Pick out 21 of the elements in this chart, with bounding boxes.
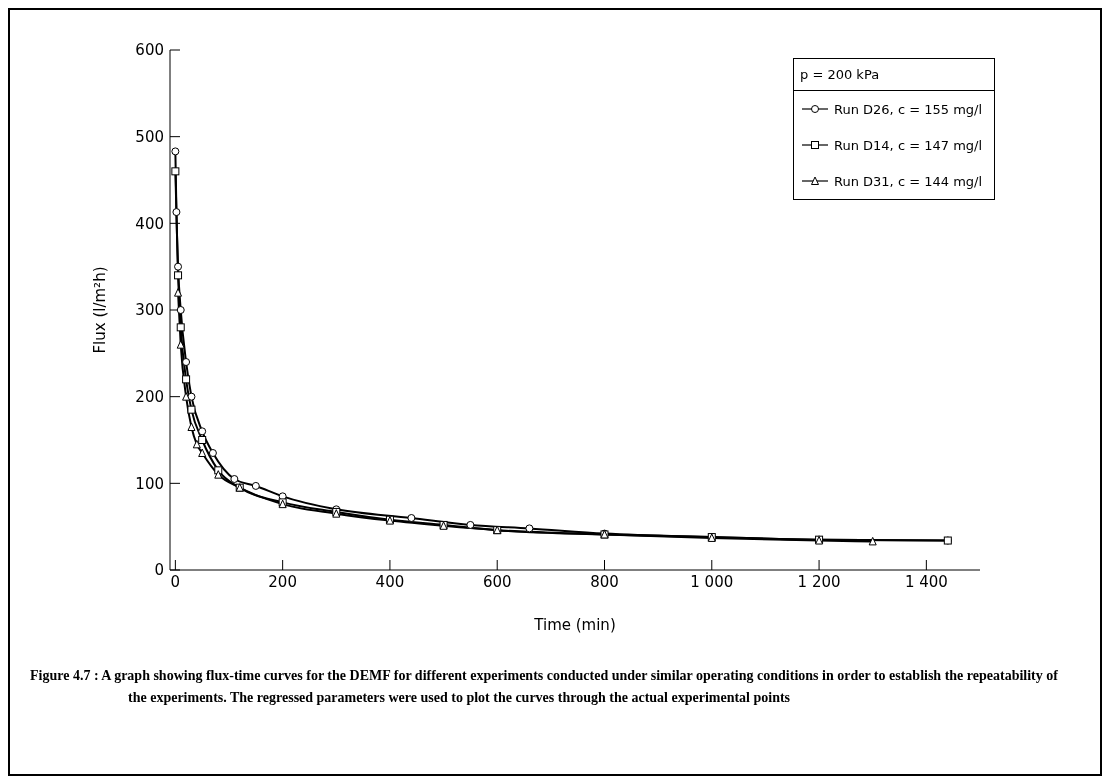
y-axis-title: Flux (l/m²h) <box>91 266 110 354</box>
y-tick-label: 600 <box>135 41 164 60</box>
x-tick-label: 800 <box>590 572 619 591</box>
legend-label: Run D26, c = 155 mg/l <box>834 101 983 117</box>
y-tick-label: 100 <box>135 474 164 493</box>
x-tick-label: 1 000 <box>690 572 734 591</box>
legend-label: Run D14, c = 147 mg/l <box>834 137 983 153</box>
x-tick-label: 400 <box>375 572 405 591</box>
y-tick-label: 500 <box>135 127 164 146</box>
y-tick-label: 200 <box>135 387 164 406</box>
x-tick-label: 1 400 <box>904 572 948 591</box>
legend-label: Run D31, c = 144 mg/l <box>834 173 983 189</box>
x-tick-label: 0 <box>170 572 181 591</box>
x-tick-label: 1 200 <box>797 572 841 591</box>
x-tick-label: 200 <box>268 572 297 591</box>
caption: Figure 4.7 : A graph showing flux-time curves for the DEMF for different experiments conducted under similar operating conditions in order to establish the repeatability of the experiments. The regressed parameters were used to plot the curves through the actual experimental points <box>30 667 1059 707</box>
y-tick-label: 400 <box>135 214 164 233</box>
x-axis-title: Time (min) <box>533 616 616 634</box>
legend-title: p = 200 kPa <box>794 59 994 91</box>
y-tick-label: 300 <box>135 301 164 320</box>
x-tick-label: 600 <box>482 572 512 591</box>
